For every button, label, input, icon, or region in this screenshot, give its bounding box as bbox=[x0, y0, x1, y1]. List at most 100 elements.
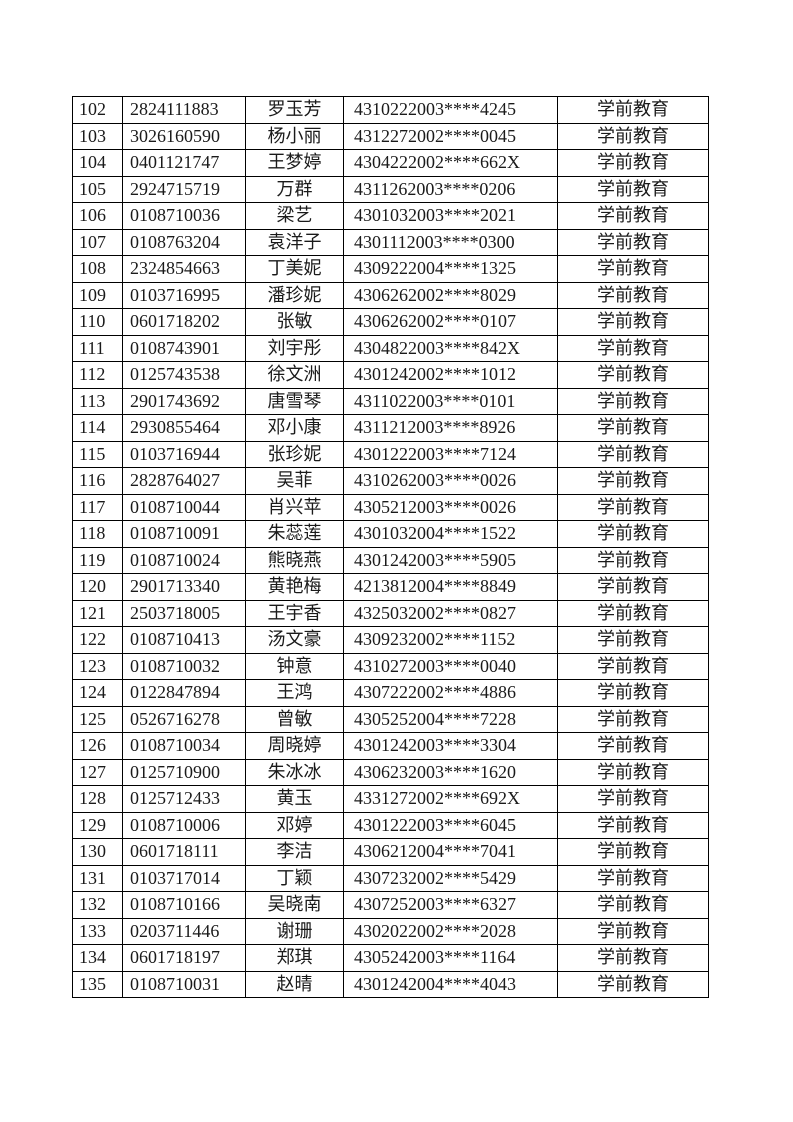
major-cell: 学前教育 bbox=[557, 202, 709, 230]
major-cell: 学前教育 bbox=[557, 440, 709, 468]
table-row: 126 0108710034 周晓婷 4301242003****3304 学前教育 bbox=[72, 732, 709, 760]
id-number-cell: 4306262002****8029 bbox=[343, 281, 558, 309]
table-row: 113 2901743692 唐雪琴 4311022003****0101 学前教育 bbox=[72, 387, 709, 415]
name-cell: 杨小丽 bbox=[245, 122, 344, 150]
id-number-cell: 4311022003****0101 bbox=[343, 387, 558, 415]
row-number-cell: 106 bbox=[72, 202, 123, 230]
candidate-number-cell: 0526716278 bbox=[122, 705, 246, 733]
table-row: 120 2901713340 黄艳梅 4213812004****8849 学前教育 bbox=[72, 573, 709, 601]
table-row: 116 2828764027 吴菲 4310262003****0026 学前教育 bbox=[72, 467, 709, 495]
id-number-cell: 4310222003****4245 bbox=[343, 96, 558, 124]
row-number-cell: 123 bbox=[72, 652, 123, 680]
id-number-cell: 4301242003****3304 bbox=[343, 732, 558, 760]
id-number-cell: 4301242003****5905 bbox=[343, 546, 558, 574]
name-cell: 黄艳梅 bbox=[245, 573, 344, 601]
row-number-cell: 111 bbox=[72, 334, 123, 362]
table-row: 122 0108710413 汤文豪 4309232002****1152 学前教育 bbox=[72, 626, 709, 654]
candidate-number-cell: 2324854663 bbox=[122, 255, 246, 283]
candidate-number-cell: 0108710166 bbox=[122, 891, 246, 919]
major-cell: 学前教育 bbox=[557, 122, 709, 150]
name-cell: 丁颖 bbox=[245, 864, 344, 892]
table-row: 125 0526716278 曾敏 4305252004****7228 学前教育 bbox=[72, 705, 709, 733]
name-cell: 曾敏 bbox=[245, 705, 344, 733]
candidate-number-cell: 2924715719 bbox=[122, 175, 246, 203]
candidate-number-cell: 0108710032 bbox=[122, 652, 246, 680]
name-cell: 赵晴 bbox=[245, 970, 344, 998]
id-number-cell: 4304822003****842X bbox=[343, 334, 558, 362]
candidate-number-cell: 0401121747 bbox=[122, 149, 246, 177]
row-number-cell: 117 bbox=[72, 493, 123, 521]
name-cell: 唐雪琴 bbox=[245, 387, 344, 415]
candidate-number-cell: 0203711446 bbox=[122, 917, 246, 945]
major-cell: 学前教育 bbox=[557, 175, 709, 203]
row-number-cell: 116 bbox=[72, 467, 123, 495]
major-cell: 学前教育 bbox=[557, 96, 709, 124]
major-cell: 学前教育 bbox=[557, 917, 709, 945]
name-cell: 钟意 bbox=[245, 652, 344, 680]
table-row: 119 0108710024 熊晓燕 4301242003****5905 学前教育 bbox=[72, 546, 709, 574]
row-number-cell: 128 bbox=[72, 785, 123, 813]
row-number-cell: 126 bbox=[72, 732, 123, 760]
candidate-number-cell: 0108710091 bbox=[122, 520, 246, 548]
id-number-cell: 4309232002****1152 bbox=[343, 626, 558, 654]
row-number-cell: 133 bbox=[72, 917, 123, 945]
candidate-number-cell: 2828764027 bbox=[122, 467, 246, 495]
row-number-cell: 113 bbox=[72, 387, 123, 415]
id-number-cell: 4331272002****692X bbox=[343, 785, 558, 813]
row-number-cell: 131 bbox=[72, 864, 123, 892]
major-cell: 学前教育 bbox=[557, 520, 709, 548]
major-cell: 学前教育 bbox=[557, 255, 709, 283]
name-cell: 徐文洲 bbox=[245, 361, 344, 389]
name-cell: 熊晓燕 bbox=[245, 546, 344, 574]
candidate-number-cell: 0125712433 bbox=[122, 785, 246, 813]
table-row: 128 0125712433 黄玉 4331272002****692X 学前教育 bbox=[72, 785, 709, 813]
name-cell: 梁艺 bbox=[245, 202, 344, 230]
table-row: 118 0108710091 朱蕊莲 4301032004****1522 学前教育 bbox=[72, 520, 709, 548]
candidate-number-cell: 0108710036 bbox=[122, 202, 246, 230]
name-cell: 张珍妮 bbox=[245, 440, 344, 468]
major-cell: 学前教育 bbox=[557, 361, 709, 389]
roster-table: 102 2824111883 罗玉芳 4310222003****4245 学前教育 10… bbox=[72, 96, 709, 998]
id-number-cell: 4306212004****7041 bbox=[343, 838, 558, 866]
id-number-cell: 4301032003****2021 bbox=[343, 202, 558, 230]
id-number-cell: 4213812004****8849 bbox=[343, 573, 558, 601]
table-row: 121 2503718005 王宇香 4325032002****0827 学前教育 bbox=[72, 599, 709, 627]
name-cell: 吴菲 bbox=[245, 467, 344, 495]
table-row: 129 0108710006 邓婷 4301222003****6045 学前教育 bbox=[72, 811, 709, 839]
name-cell: 丁美妮 bbox=[245, 255, 344, 283]
major-cell: 学前教育 bbox=[557, 626, 709, 654]
name-cell: 袁洋子 bbox=[245, 228, 344, 256]
table-row: 107 0108763204 袁洋子 4301112003****0300 学前教育 bbox=[72, 228, 709, 256]
id-number-cell: 4305212003****0026 bbox=[343, 493, 558, 521]
row-number-cell: 132 bbox=[72, 891, 123, 919]
candidate-number-cell: 0108710413 bbox=[122, 626, 246, 654]
id-number-cell: 4307232002****5429 bbox=[343, 864, 558, 892]
table-row: 115 0103716944 张珍妮 4301222003****7124 学前教育 bbox=[72, 440, 709, 468]
id-number-cell: 4310262003****0026 bbox=[343, 467, 558, 495]
row-number-cell: 135 bbox=[72, 970, 123, 998]
row-number-cell: 107 bbox=[72, 228, 123, 256]
name-cell: 邓婷 bbox=[245, 811, 344, 839]
row-number-cell: 124 bbox=[72, 679, 123, 707]
major-cell: 学前教育 bbox=[557, 467, 709, 495]
major-cell: 学前教育 bbox=[557, 573, 709, 601]
table-row: 112 0125743538 徐文洲 4301242002****1012 学前教育 bbox=[72, 361, 709, 389]
row-number-cell: 108 bbox=[72, 255, 123, 283]
row-number-cell: 125 bbox=[72, 705, 123, 733]
id-number-cell: 4301242004****4043 bbox=[343, 970, 558, 998]
table-row: 123 0108710032 钟意 4310272003****0040 学前教育 bbox=[72, 652, 709, 680]
major-cell: 学前教育 bbox=[557, 970, 709, 998]
name-cell: 王鸿 bbox=[245, 679, 344, 707]
candidate-number-cell: 0601718111 bbox=[122, 838, 246, 866]
id-number-cell: 4305242003****1164 bbox=[343, 944, 558, 972]
id-number-cell: 4307252003****6327 bbox=[343, 891, 558, 919]
candidate-number-cell: 0601718202 bbox=[122, 308, 246, 336]
row-number-cell: 110 bbox=[72, 308, 123, 336]
id-number-cell: 4304222002****662X bbox=[343, 149, 558, 177]
row-number-cell: 134 bbox=[72, 944, 123, 972]
id-number-cell: 4311262003****0206 bbox=[343, 175, 558, 203]
candidate-number-cell: 0108710024 bbox=[122, 546, 246, 574]
major-cell: 学前教育 bbox=[557, 387, 709, 415]
major-cell: 学前教育 bbox=[557, 944, 709, 972]
id-number-cell: 4310272003****0040 bbox=[343, 652, 558, 680]
